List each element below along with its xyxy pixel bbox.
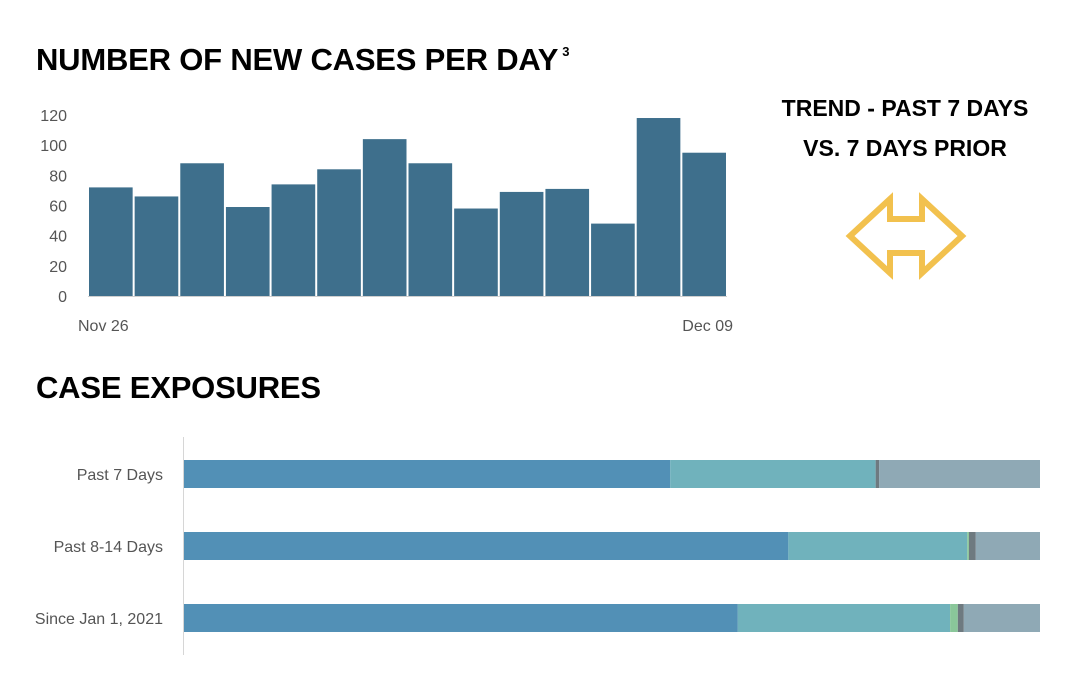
exposure-segment bbox=[963, 604, 1040, 632]
double-arrow-icon bbox=[845, 192, 967, 280]
trend-title-line-1: TREND - PAST 7 DAYS bbox=[781, 95, 1029, 121]
footnote-marker: 3 bbox=[562, 44, 570, 59]
daily-bar bbox=[682, 152, 726, 296]
daily-bar bbox=[408, 163, 453, 296]
exposure-segment bbox=[967, 532, 969, 560]
daily-bar bbox=[317, 169, 361, 296]
x-tick-label-start: Nov 26 bbox=[78, 318, 129, 335]
y-tick-label: 0 bbox=[58, 289, 67, 306]
exposure-segment bbox=[670, 460, 876, 488]
exposure-segment bbox=[184, 604, 738, 632]
y-tick-label: 60 bbox=[49, 199, 67, 216]
case-exposures-title: CASE EXPOSURES bbox=[36, 370, 321, 405]
exposure-segment bbox=[950, 604, 958, 632]
exposure-segment bbox=[975, 532, 1040, 560]
exposure-segment bbox=[737, 604, 951, 632]
daily-bar bbox=[591, 223, 635, 296]
daily-bar bbox=[225, 207, 270, 296]
daily-bar bbox=[180, 163, 224, 296]
y-tick-label: 40 bbox=[49, 229, 67, 246]
daily-cases-title-text: NUMBER OF NEW CASES PER DAY bbox=[36, 42, 559, 77]
daily-bar bbox=[454, 208, 498, 296]
trend-title: TREND - PAST 7 DAYS VS. 7 DAYS PRIOR bbox=[740, 88, 1070, 168]
daily-cases-title: NUMBER OF NEW CASES PER DAY 3 bbox=[36, 42, 569, 78]
daily-bar bbox=[271, 184, 316, 296]
exposure-segment bbox=[957, 604, 964, 632]
trend-title-line-2: VS. 7 DAYS PRIOR bbox=[803, 135, 1007, 161]
category-label: Past 7 Days bbox=[77, 467, 163, 484]
y-tick-label: 100 bbox=[40, 138, 67, 155]
exposure-segment bbox=[875, 460, 880, 488]
daily-bar bbox=[362, 139, 407, 296]
y-tick-label: 80 bbox=[49, 168, 67, 185]
y-tick-label: 20 bbox=[49, 259, 67, 276]
daily-bar bbox=[89, 187, 133, 296]
y-tick-label: 120 bbox=[40, 108, 67, 125]
exposure-segment bbox=[184, 460, 671, 488]
daily-bar bbox=[545, 188, 590, 296]
exposure-segment bbox=[184, 532, 789, 560]
category-label: Since Jan 1, 2021 bbox=[35, 611, 163, 628]
daily-bar bbox=[134, 196, 179, 296]
exposure-segment bbox=[968, 532, 976, 560]
exposure-segment bbox=[788, 532, 968, 560]
x-tick-label-end: Dec 09 bbox=[682, 318, 733, 335]
category-label: Past 8-14 Days bbox=[54, 539, 163, 556]
daily-bar bbox=[499, 191, 544, 296]
daily-bar bbox=[636, 118, 681, 297]
exposure-segment bbox=[879, 460, 1040, 488]
